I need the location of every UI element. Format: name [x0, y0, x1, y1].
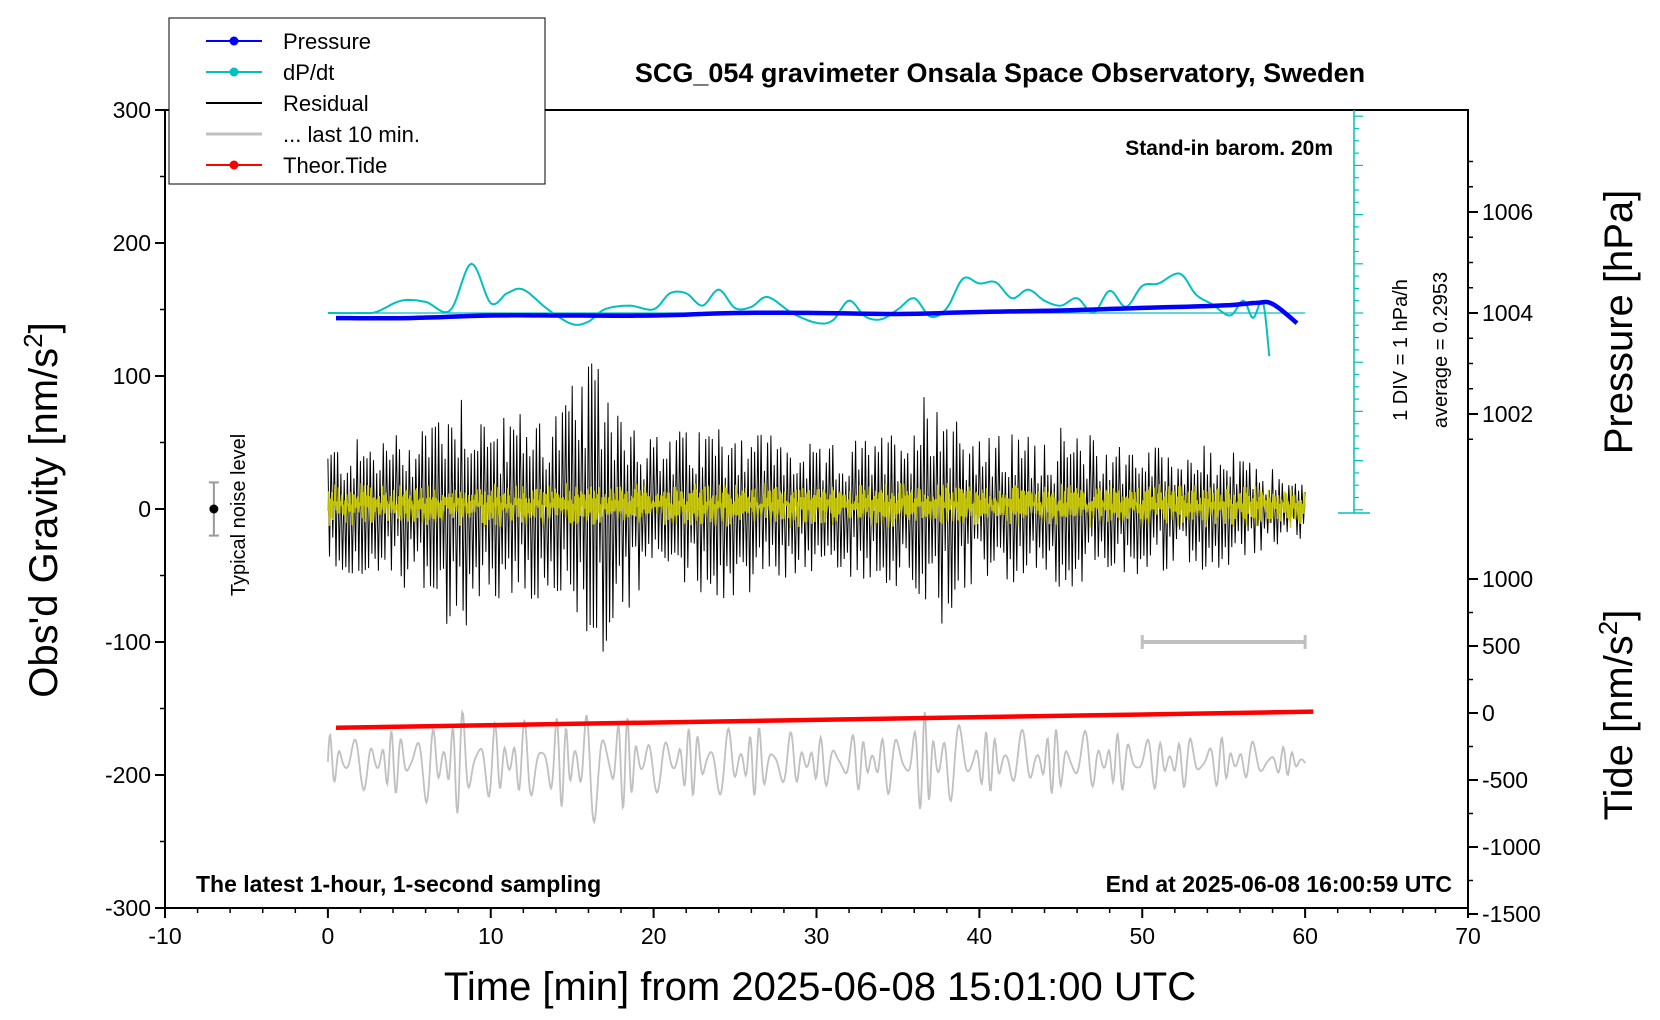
y-tick-label: -200 — [105, 762, 151, 788]
legend-label: Pressure — [283, 29, 371, 54]
dpdt-line — [327, 262, 1271, 357]
tide-axis-title-main: Tide [nm/s — [1597, 635, 1641, 820]
legend-label: dP/dt — [283, 60, 334, 85]
y-tick-label: 200 — [113, 230, 151, 256]
y-tick-label: 100 — [113, 363, 151, 389]
legend-marker — [229, 160, 239, 170]
dpdt-scale-axis — [327, 110, 1370, 514]
tide-tick-label: -1500 — [1482, 901, 1541, 927]
residual-filtered-line — [327, 482, 1306, 529]
x-tick-label: 10 — [478, 923, 504, 949]
y-tick-label: -300 — [105, 895, 151, 921]
residual-line — [327, 363, 1306, 652]
tide-tick-label: -500 — [1482, 767, 1528, 793]
x-tick-label: -10 — [148, 923, 181, 949]
x-tick-label: 70 — [1455, 923, 1481, 949]
tide-tick-label: -1000 — [1482, 834, 1541, 860]
x-tick-label: 50 — [1129, 923, 1155, 949]
gravity-axis-title: Obs'd Gravity [nm/s2] — [18, 322, 66, 698]
pressure-line — [336, 299, 1299, 325]
tide-axis-title-sup: 2 — [1593, 621, 1623, 635]
tide-axis: 1000 500 0 -500 -1000 -1500 — [1468, 566, 1541, 927]
tide-tick-label: 500 — [1482, 633, 1520, 659]
y-tick-label: 0 — [138, 496, 151, 522]
tide-axis-title: Tide [nm/s2] — [1593, 610, 1641, 821]
time-axis-title: Time [min] from 2025-06-08 15:01:00 UTC — [444, 965, 1196, 1009]
noise-level-dot — [209, 504, 219, 514]
legend-marker — [229, 36, 239, 46]
x-tick-label: 20 — [641, 923, 667, 949]
tide-tick-label: 1000 — [1482, 566, 1533, 592]
barometer-note: Stand-in barom. 20m — [1125, 137, 1333, 160]
pressure-tick-label: 1002 — [1482, 401, 1533, 427]
legend-box — [168, 17, 546, 185]
last-10-min-line — [327, 709, 1306, 825]
average-label: average = 0.2953 — [1430, 272, 1452, 428]
y-tick-label: 300 — [113, 97, 151, 123]
gravity-axis: 300 200 100 0 -100 -200 -300 — [105, 97, 165, 921]
x-tick-label: 30 — [804, 923, 830, 949]
end-time-note: End at 2025-06-08 16:00:59 UTC — [1106, 871, 1452, 897]
legend-label: ... last 10 min. — [283, 122, 420, 147]
gravity-axis-title-tail: ] — [22, 322, 66, 333]
gravity-axis-title-sup: 2 — [18, 333, 48, 347]
x-tick-label: 40 — [967, 923, 993, 949]
pressure-tick-label: 1004 — [1482, 300, 1533, 326]
chart-title: SCG_054 gravimeter Onsala Space Observat… — [635, 58, 1365, 88]
legend: Pressure dP/dt Residual ... last 10 min. The… — [168, 17, 546, 185]
time-axis: -10 0 10 20 30 40 50 60 70 — [148, 908, 1481, 949]
theoretical-tide-line — [335, 709, 1314, 730]
noise-level-label: Typical noise level — [228, 434, 250, 596]
legend-marker — [229, 67, 239, 77]
legend-label: Theor.Tide — [283, 153, 387, 178]
plot-series — [208, 262, 1314, 825]
div-label: 1 DIV = 1 hPa/h — [1390, 279, 1412, 421]
gravity-axis-title-main: Obs'd Gravity [nm/s — [22, 348, 66, 698]
tide-axis-title-tail: ] — [1597, 610, 1641, 621]
sampling-note: The latest 1-hour, 1-second sampling — [196, 871, 601, 897]
tide-tick-label: 0 — [1482, 700, 1495, 726]
pressure-axis: 1006 1004 1002 — [1468, 160, 1533, 440]
x-tick-label: 60 — [1292, 923, 1318, 949]
pressure-tick-label: 1006 — [1482, 199, 1533, 225]
legend-label: Residual — [283, 91, 369, 116]
y-tick-label: -100 — [105, 629, 151, 655]
x-tick-label: 0 — [321, 923, 334, 949]
pressure-axis-title: Pressure [hPa] — [1597, 190, 1641, 455]
